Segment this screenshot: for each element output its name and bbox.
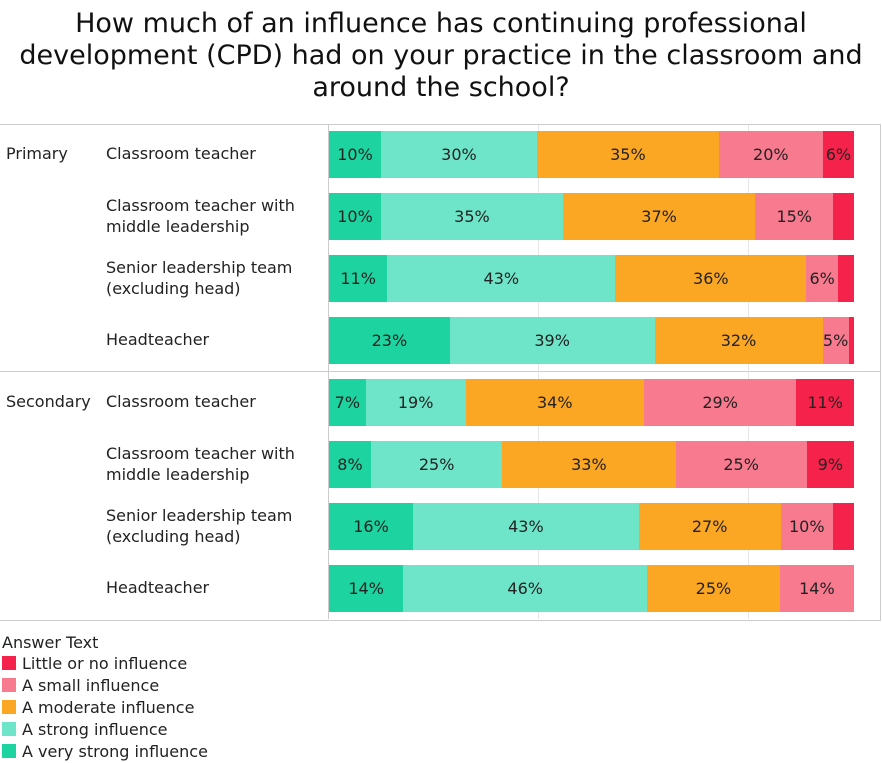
row-label: Headteacher [106,330,210,349]
group-label: Primary [6,144,68,163]
bar-segment: 19% [365,379,466,426]
bar-segment: 11% [329,255,388,302]
legend-label: A strong influence [22,719,168,739]
legend-label: A moderate influence [22,697,195,717]
bar-segment: 14% [779,565,854,612]
bar-segment: 37% [562,193,756,240]
gridline [538,125,539,619]
bar-segment: 43% [387,255,616,302]
legend-swatch [2,722,16,736]
bar-segment: 32% [654,317,823,364]
legend-item: A moderate influence [2,696,208,718]
row-label: Senior leadership team (excluding head) [106,257,293,298]
bar-segment: 25% [647,565,780,612]
group-label: Secondary [6,392,91,411]
bar-segment: 43% [413,503,639,550]
bar-segment: 35% [536,131,719,178]
bar-segment: 8% [329,441,371,488]
bar-segment [833,503,854,550]
bar-segment: 29% [644,379,797,426]
bar-segment: 7% [329,379,366,426]
bar-segment: 10% [329,193,381,240]
row-label: Classroom teacher with middle leadership [106,443,295,484]
bar-segment: 33% [502,441,676,488]
plot-frame [0,124,881,621]
legend-swatch [2,744,16,758]
legend-item: A small influence [2,674,208,696]
bar-segment: 6% [806,255,839,302]
group-divider [0,371,881,372]
bar-segment [838,255,854,302]
legend-swatch [2,700,16,714]
row-label: Classroom teacher [106,392,256,411]
legend-label: A small influence [22,675,160,695]
bar-segment: 10% [329,131,381,178]
legend-item: Little or no influence [2,652,208,674]
bar-segment [848,317,854,364]
legend-title: Answer Text [2,633,99,652]
legend-swatch [2,656,16,670]
bar-segment: 25% [675,441,807,488]
row-label: Classroom teacher [106,144,256,163]
legend-item: A very strong influence [2,740,208,762]
row-label: Classroom teacher with middle leadership [106,195,295,236]
bar-segment: 10% [780,503,833,550]
gridline [748,125,749,619]
bar-segment: 5% [822,317,849,364]
bar-segment: 23% [329,317,450,364]
legend-item: A strong influence [2,718,208,740]
axis-line [328,125,329,619]
bar-segment: 14% [329,565,404,612]
chart-title: How much of an influence has continuing … [19,8,863,103]
bar-segment: 34% [465,379,644,426]
bar-segment: 25% [371,441,503,488]
bar-segment: 30% [380,131,537,178]
bar-segment [833,193,854,240]
bar-segment: 16% [329,503,413,550]
bar-segment: 27% [638,503,781,550]
bar-segment: 46% [403,565,648,612]
bar-segment: 6% [822,131,854,178]
legend-swatch [2,678,16,692]
bar-segment: 39% [449,317,655,364]
bar-segment: 15% [755,193,834,240]
bar-segment: 9% [806,441,854,488]
row-label: Senior leadership team (excluding head) [106,505,293,546]
bar-segment: 11% [796,379,854,426]
row-label: Headteacher [106,578,210,597]
legend-label: Little or no influence [22,653,188,673]
legend-label: A very strong influence [22,741,208,761]
bar-segment: 20% [718,131,823,178]
bar-segment: 35% [380,193,563,240]
bar-segment: 36% [615,255,807,302]
legend: Answer Text Little or no influence A smal… [2,633,208,762]
